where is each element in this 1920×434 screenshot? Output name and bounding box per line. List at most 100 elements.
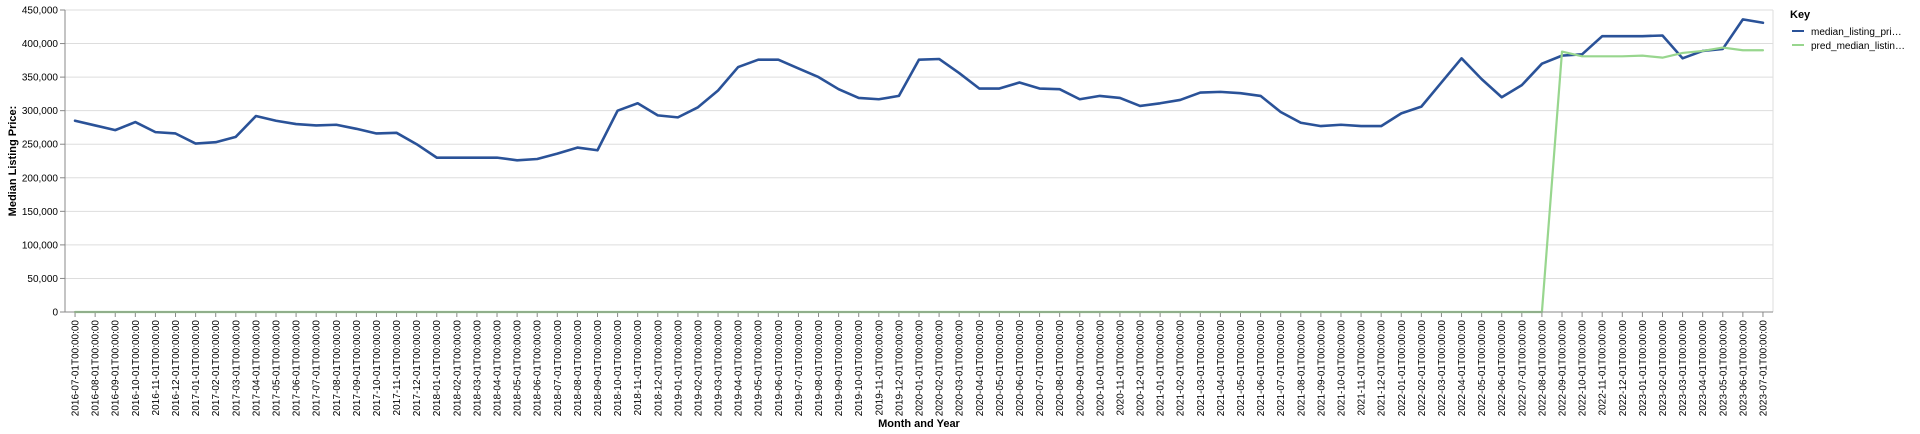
x-tick-label: 2022-10-01T00:00:00 (1578, 320, 1589, 417)
y-tick-label: 150,000 (22, 207, 59, 218)
x-tick-label: 2022-05-01T00:00:00 (1477, 320, 1488, 417)
x-tick-label: 2018-09-01T00:00:00 (593, 320, 604, 417)
x-tick-label: 2017-11-01T00:00:00 (392, 320, 403, 416)
x-tick-label: 2018-02-01T00:00:00 (452, 320, 463, 417)
x-tick-label: 2017-04-01T00:00:00 (251, 320, 262, 417)
x-tick-label: 2017-08-01T00:00:00 (332, 320, 343, 417)
x-tick-label: 2019-01-01T00:00:00 (673, 320, 684, 417)
x-tick-label: 2017-10-01T00:00:00 (372, 320, 383, 417)
x-tick-label: 2018-11-01T00:00:00 (633, 320, 644, 416)
x-tick-label: 2017-09-01T00:00:00 (352, 320, 363, 417)
x-tick-label: 2020-02-01T00:00:00 (935, 320, 946, 417)
x-tick-label: 2018-03-01T00:00:00 (472, 320, 483, 417)
y-tick-label: 50,000 (27, 274, 58, 285)
legend-label-median-listing-price: median_listing_pri… (1811, 27, 1902, 38)
series-layer (73, 18, 1765, 314)
x-tick-label: 2019-12-01T00:00:00 (894, 320, 905, 417)
x-tick-label: 2018-04-01T00:00:00 (493, 320, 504, 417)
x-tick-label: 2022-06-01T00:00:00 (1497, 320, 1508, 417)
x-tick-label: 2022-01-01T00:00:00 (1397, 320, 1408, 417)
x-tick-label: 2023-05-01T00:00:00 (1718, 320, 1729, 417)
x-tick-label: 2022-07-01T00:00:00 (1517, 320, 1528, 417)
series-line-pred-median-listing-price (73, 46, 1765, 314)
legend-label-pred-median-listing-price: pred_median_listin… (1811, 41, 1905, 52)
y-tick-label: 300,000 (22, 106, 59, 117)
x-tick-label: 2023-04-01T00:00:00 (1698, 320, 1709, 417)
x-tick-label: 2020-10-01T00:00:00 (1095, 320, 1106, 417)
x-tick-label: 2022-12-01T00:00:00 (1618, 320, 1629, 417)
x-tick-label: 2016-11-01T00:00:00 (151, 320, 162, 416)
series-line-median-listing-price (73, 18, 1765, 162)
x-tick-label: 2021-04-01T00:00:00 (1216, 320, 1227, 417)
y-tick-label: 0 (52, 308, 58, 319)
x-tick-label: 2016-08-01T00:00:00 (91, 320, 102, 417)
x-tick-label: 2021-12-01T00:00:00 (1377, 320, 1388, 417)
x-tick-label: 2021-07-01T00:00:00 (1276, 320, 1287, 417)
x-tick-label: 2022-03-01T00:00:00 (1437, 320, 1448, 417)
x-tick-label: 2017-05-01T00:00:00 (271, 320, 282, 417)
axes (64, 10, 1773, 313)
x-tick-label: 2023-03-01T00:00:00 (1678, 320, 1689, 417)
x-tick-label: 2022-09-01T00:00:00 (1558, 320, 1569, 417)
x-tick-label: 2019-09-01T00:00:00 (834, 320, 845, 417)
x-tick-label: 2019-02-01T00:00:00 (693, 320, 704, 417)
x-tick-label: 2022-08-01T00:00:00 (1537, 320, 1548, 417)
x-tick-label: 2021-06-01T00:00:00 (1256, 320, 1267, 417)
x-tick-label: 2017-07-01T00:00:00 (312, 320, 323, 417)
x-tick-label: 2019-08-01T00:00:00 (814, 320, 825, 417)
x-tick-label: 2021-05-01T00:00:00 (1236, 320, 1247, 417)
x-tick-label: 2019-04-01T00:00:00 (734, 320, 745, 417)
x-tick-label: 2019-06-01T00:00:00 (774, 320, 785, 417)
x-tick-label: 2023-01-01T00:00:00 (1638, 320, 1649, 417)
gridlines (60, 9, 1774, 313)
x-tick-label: 2022-11-01T00:00:00 (1598, 320, 1609, 416)
x-tick-label: 2020-06-01T00:00:00 (1015, 320, 1026, 417)
x-axis-tick-labels: 2016-07-01T00:00:00 2016-08-01T00:00:00 20… (71, 320, 1770, 417)
y-tick-label: 100,000 (22, 240, 59, 251)
x-tick-label: 2019-05-01T00:00:00 (754, 320, 765, 417)
y-tick-label: 450,000 (22, 6, 59, 17)
x-tick-label: 2023-07-01T00:00:00 (1758, 320, 1769, 417)
legend: Key median_listing_pri… pred_median_list… (1790, 9, 1905, 52)
x-tick-label: 2021-02-01T00:00:00 (1176, 320, 1187, 417)
x-tick-label: 2020-07-01T00:00:00 (1035, 320, 1046, 417)
x-tick-label: 2020-03-01T00:00:00 (955, 320, 966, 417)
x-tick-label: 2021-10-01T00:00:00 (1336, 320, 1347, 417)
x-tick-label: 2021-03-01T00:00:00 (1196, 320, 1207, 417)
x-tick-label: 2022-04-01T00:00:00 (1457, 320, 1468, 417)
x-tick-label: 2016-07-01T00:00:00 (71, 320, 82, 417)
x-tick-label: 2018-10-01T00:00:00 (613, 320, 624, 417)
x-tick-label: 2017-03-01T00:00:00 (231, 320, 242, 417)
x-tick-label: 2017-12-01T00:00:00 (412, 320, 423, 417)
x-tick-label: 2019-03-01T00:00:00 (714, 320, 725, 417)
x-tick-label: 2017-06-01T00:00:00 (292, 320, 303, 417)
x-tick-label: 2020-09-01T00:00:00 (1075, 320, 1086, 417)
x-tick-label: 2018-05-01T00:00:00 (513, 320, 524, 417)
x-tick-label: 2019-11-01T00:00:00 (874, 320, 885, 416)
x-tick-label: 2020-04-01T00:00:00 (975, 320, 986, 417)
x-tick-label: 2020-08-01T00:00:00 (1055, 320, 1066, 417)
x-tick-label: 2017-02-01T00:00:00 (211, 320, 222, 417)
x-tick-label: 2016-10-01T00:00:00 (131, 320, 142, 417)
y-axis-title: Median Listing Price: (7, 106, 19, 217)
y-tick-label: 400,000 (22, 39, 59, 50)
x-tick-label: 2018-12-01T00:00:00 (653, 320, 664, 417)
y-tick-label: 350,000 (22, 73, 59, 84)
x-tick-label: 2019-10-01T00:00:00 (854, 320, 865, 417)
x-tick-label: 2021-11-01T00:00:00 (1357, 320, 1368, 416)
y-tick-label: 250,000 (22, 140, 59, 151)
x-tick-label: 2020-11-01T00:00:00 (1115, 320, 1126, 416)
x-axis-title: Month and Year (878, 418, 960, 430)
x-tick-label: 2018-08-01T00:00:00 (573, 320, 584, 417)
x-tick-label: 2022-02-01T00:00:00 (1417, 320, 1428, 417)
x-tick-label: 2020-12-01T00:00:00 (1136, 320, 1147, 417)
x-tick-label: 2023-06-01T00:00:00 (1738, 320, 1749, 417)
x-tick-label: 2017-01-01T00:00:00 (191, 320, 202, 417)
x-tick-label: 2018-07-01T00:00:00 (553, 320, 564, 417)
x-tick-label: 2019-07-01T00:00:00 (794, 320, 805, 417)
x-tick-label: 2021-09-01T00:00:00 (1316, 320, 1327, 417)
x-tick-label: 2016-09-01T00:00:00 (111, 320, 122, 417)
x-tick-label: 2018-01-01T00:00:00 (432, 320, 443, 417)
x-tick-label: 2021-08-01T00:00:00 (1296, 320, 1307, 417)
